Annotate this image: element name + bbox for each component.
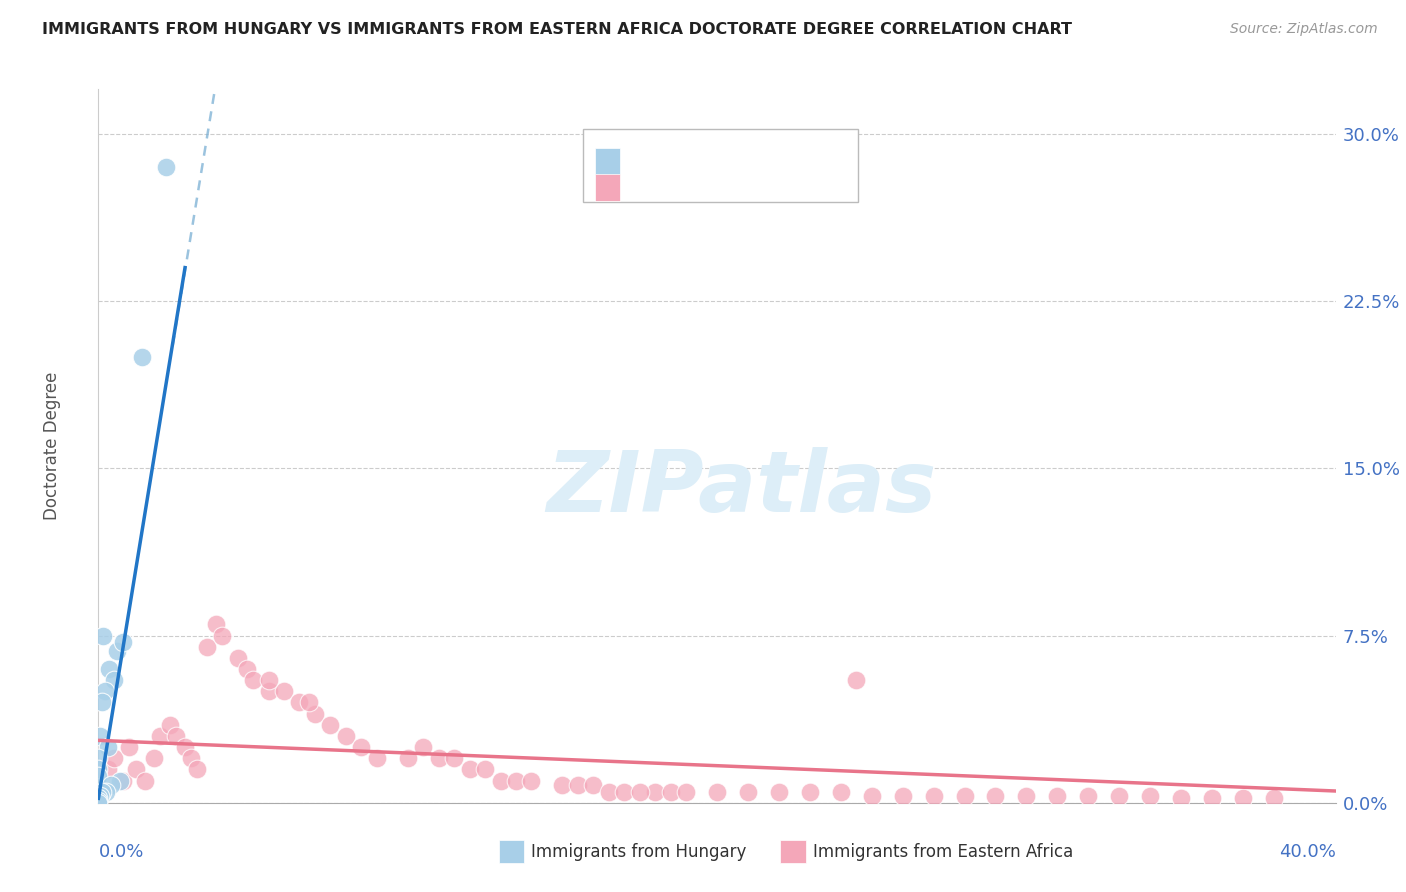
Point bbox=[195, 640, 218, 654]
Point bbox=[211, 628, 233, 642]
Point bbox=[186, 762, 208, 776]
Text: R =  -0.158    N = 67: R = -0.158 N = 67 bbox=[631, 175, 804, 194]
Point bbox=[396, 751, 419, 765]
Point bbox=[489, 773, 512, 788]
Text: Doctorate Degree: Doctorate Degree bbox=[44, 372, 60, 520]
Text: Immigrants from Hungary: Immigrants from Hungary bbox=[531, 843, 747, 861]
Point bbox=[922, 789, 945, 803]
Point bbox=[706, 785, 728, 799]
Text: Source: ZipAtlas.com: Source: ZipAtlas.com bbox=[1230, 22, 1378, 37]
Point bbox=[226, 651, 249, 665]
Text: ZIPatlas: ZIPatlas bbox=[547, 447, 936, 531]
Point bbox=[505, 773, 527, 788]
Point bbox=[768, 785, 790, 799]
Point bbox=[737, 785, 759, 799]
Point bbox=[143, 751, 166, 765]
Point bbox=[675, 785, 697, 799]
Point bbox=[1077, 789, 1099, 803]
Point bbox=[427, 751, 450, 765]
Point bbox=[659, 785, 682, 799]
Point bbox=[953, 789, 976, 803]
Point bbox=[91, 628, 114, 642]
Point bbox=[97, 762, 120, 776]
Point bbox=[87, 751, 110, 765]
Point bbox=[335, 729, 357, 743]
Text: 0.0%: 0.0% bbox=[98, 843, 143, 861]
Point bbox=[174, 740, 197, 755]
Point bbox=[1015, 789, 1038, 803]
Point bbox=[830, 785, 852, 799]
Point bbox=[87, 769, 110, 783]
Point bbox=[159, 717, 181, 731]
Point bbox=[366, 751, 388, 765]
Text: R =  0.638    N = 22: R = 0.638 N = 22 bbox=[631, 143, 799, 161]
Point bbox=[412, 740, 434, 755]
Point bbox=[891, 789, 914, 803]
Point bbox=[90, 785, 112, 799]
Point bbox=[598, 785, 620, 799]
Point bbox=[1201, 791, 1223, 805]
Point bbox=[288, 696, 311, 710]
Point bbox=[613, 785, 636, 799]
Point bbox=[89, 789, 111, 803]
Point bbox=[443, 751, 465, 765]
Point bbox=[860, 789, 883, 803]
Point bbox=[89, 729, 111, 743]
Point bbox=[87, 762, 110, 776]
Point bbox=[155, 160, 177, 174]
Point bbox=[87, 794, 110, 808]
Text: Immigrants from Eastern Africa: Immigrants from Eastern Africa bbox=[813, 843, 1073, 861]
Point bbox=[644, 785, 666, 799]
Point bbox=[105, 644, 128, 658]
Point bbox=[205, 617, 228, 632]
Point bbox=[1263, 791, 1285, 805]
Point bbox=[242, 673, 264, 687]
Point bbox=[458, 762, 481, 776]
Point bbox=[1108, 789, 1130, 803]
Point bbox=[273, 684, 295, 698]
Point bbox=[628, 785, 651, 799]
Point bbox=[112, 635, 135, 649]
Point bbox=[118, 740, 141, 755]
Point bbox=[350, 740, 373, 755]
Point bbox=[103, 751, 125, 765]
Point bbox=[1170, 791, 1192, 805]
Point bbox=[799, 785, 821, 799]
Text: IMMIGRANTS FROM HUNGARY VS IMMIGRANTS FROM EASTERN AFRICA DOCTORATE DEGREE CORRE: IMMIGRANTS FROM HUNGARY VS IMMIGRANTS FR… bbox=[42, 22, 1073, 37]
Point bbox=[124, 762, 146, 776]
Point bbox=[149, 729, 172, 743]
Point bbox=[319, 717, 342, 731]
Point bbox=[257, 684, 280, 698]
Point bbox=[96, 785, 118, 799]
Point bbox=[257, 673, 280, 687]
Point bbox=[582, 778, 605, 792]
Point bbox=[87, 791, 110, 805]
Point bbox=[103, 673, 125, 687]
Point bbox=[134, 773, 156, 788]
Point bbox=[298, 696, 321, 710]
Point bbox=[304, 706, 326, 721]
Point bbox=[180, 751, 202, 765]
Point bbox=[236, 662, 259, 676]
Point bbox=[90, 696, 112, 710]
Point bbox=[845, 673, 868, 687]
Point bbox=[1139, 789, 1161, 803]
Point bbox=[87, 796, 110, 810]
Point bbox=[474, 762, 496, 776]
Text: 40.0%: 40.0% bbox=[1279, 843, 1336, 861]
Point bbox=[1232, 791, 1254, 805]
Point bbox=[165, 729, 187, 743]
Point bbox=[108, 773, 131, 788]
Point bbox=[97, 740, 120, 755]
Point bbox=[551, 778, 574, 792]
Point bbox=[567, 778, 589, 792]
Point bbox=[520, 773, 543, 788]
Point bbox=[112, 773, 135, 788]
Point bbox=[1046, 789, 1069, 803]
Point bbox=[98, 662, 121, 676]
Point bbox=[93, 684, 115, 698]
Point bbox=[100, 778, 122, 792]
Point bbox=[131, 350, 153, 364]
Point bbox=[984, 789, 1007, 803]
